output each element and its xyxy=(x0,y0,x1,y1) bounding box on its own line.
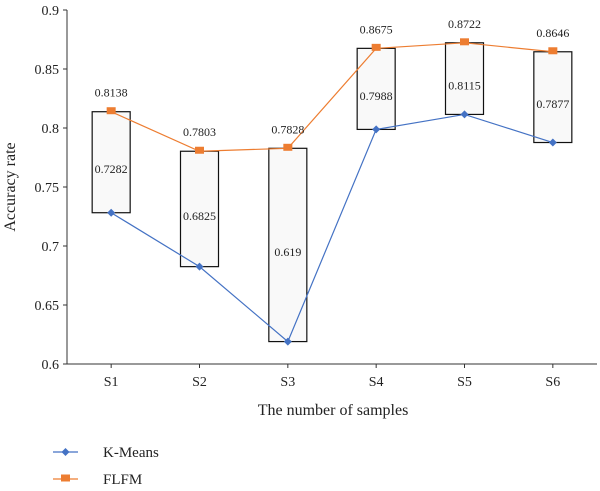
flfm-data-label: 0.7803 xyxy=(183,125,216,139)
kmeans-data-label: 0.8115 xyxy=(448,79,481,93)
legend-diamond-icon xyxy=(61,448,70,456)
flfm-data-label: 0.8722 xyxy=(448,17,481,31)
range-box xyxy=(533,51,573,144)
series-lines xyxy=(110,42,554,343)
y-tick-label: 0.6 xyxy=(42,358,60,373)
flfm-point xyxy=(106,107,116,115)
kmeans-point xyxy=(107,208,116,217)
y-tick-label: 0.9 xyxy=(42,4,60,19)
kmeans-data-label: 0.6825 xyxy=(183,209,216,223)
kmeans-point xyxy=(460,110,469,119)
x-axis-title: The number of samples xyxy=(258,402,409,419)
legend: K-Means FLFM xyxy=(53,445,159,488)
kmeans-data-label: 0.7877 xyxy=(536,97,569,111)
x-tick-label: S2 xyxy=(192,375,207,390)
series-line-flfm xyxy=(110,42,553,152)
flfm-point xyxy=(371,43,381,51)
x-tick-label: S1 xyxy=(104,375,119,390)
flfm-point xyxy=(460,38,469,46)
y-tick-label: 0.8 xyxy=(42,122,60,137)
kmeans-point xyxy=(283,337,292,346)
x-tick-label: S5 xyxy=(457,375,472,390)
legend-square-icon xyxy=(61,474,70,482)
x-tick-label: S4 xyxy=(369,375,384,390)
y-tick-label: 0.85 xyxy=(35,63,60,78)
flfm-data-label: 0.8675 xyxy=(360,22,393,36)
flfm-data-label: 0.7828 xyxy=(271,122,304,136)
range-box xyxy=(268,147,308,343)
y-tick-label: 0.75 xyxy=(35,181,60,196)
y-tick-label: 0.65 xyxy=(35,299,60,314)
series-markers xyxy=(106,38,558,346)
flfm-data-label: 0.8138 xyxy=(95,86,128,100)
x-tick-label: S6 xyxy=(545,375,560,390)
y-tick-label: 0.7 xyxy=(42,240,60,255)
series-line-k-means xyxy=(110,113,554,343)
x-tick-label: S3 xyxy=(280,375,295,390)
flfm-point xyxy=(283,143,293,151)
kmeans-point xyxy=(548,138,557,147)
flfm-data-label: 0.8646 xyxy=(536,26,569,40)
range-boxes xyxy=(91,42,573,343)
kmeans-point xyxy=(372,125,381,134)
axes: 0.6 0.65 0.7 0.75 0.8 0.85 0.9 S1 S2 S3 S4 S5 S6 xyxy=(35,4,597,390)
kmeans-data-label: 0.619 xyxy=(274,245,301,259)
legend-label: FLFM xyxy=(103,472,142,488)
kmeans-data-label: 0.7988 xyxy=(360,89,393,103)
kmeans-data-label: 0.7282 xyxy=(95,162,128,176)
flfm-point xyxy=(195,146,204,154)
y-axis-title: Accuracy rate xyxy=(2,142,19,231)
flfm-point xyxy=(548,47,558,55)
kmeans-point xyxy=(195,262,204,271)
data-labels: 0.7282 0.6825 0.619 0.7988 0.8115 0.7877 0.813… xyxy=(95,17,570,259)
legend-label: K-Means xyxy=(103,445,159,461)
range-box xyxy=(444,42,485,116)
